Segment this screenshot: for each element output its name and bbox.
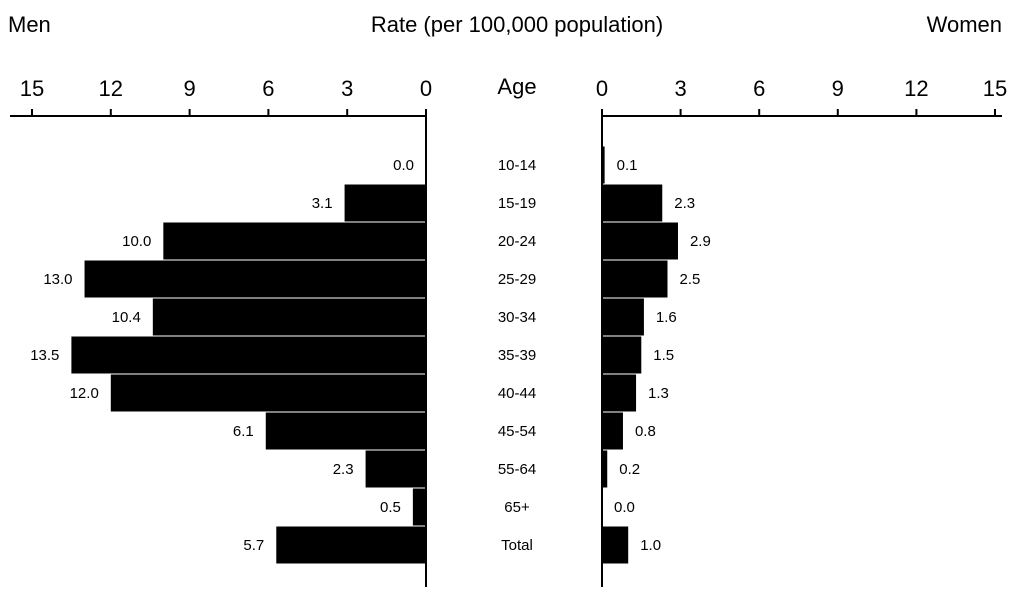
men-bar-20-24 (163, 222, 427, 260)
women-value-label-30-34: 1.6 (656, 309, 677, 326)
men-label: Men (8, 12, 51, 37)
women-tick-label-6: 6 (753, 76, 765, 101)
women-bar-25-29 (602, 260, 668, 298)
women-bar-45-54 (602, 412, 623, 450)
age-column-header: Age (497, 74, 537, 99)
women-bar-30-34 (602, 298, 644, 336)
men-bar-30-34 (152, 298, 426, 336)
age-label-15-19: 15-19 (498, 195, 536, 212)
women-tick-label-15: 15 (983, 76, 1007, 101)
women-bar-10-14 (602, 146, 605, 184)
women-value-label-10-14: 0.1 (617, 157, 638, 174)
women-value-label-65+: 0.0 (614, 499, 635, 516)
men-bar-Total (276, 526, 426, 564)
women-label: Women (926, 12, 1002, 37)
women-bar-55-64 (602, 450, 608, 488)
age-label-30-34: 30-34 (498, 309, 536, 326)
men-tick-label-9: 9 (183, 76, 195, 101)
men-value-label-55-64: 2.3 (333, 461, 354, 478)
age-label-35-39: 35-39 (498, 347, 536, 364)
women-tick-label-9: 9 (832, 76, 844, 101)
men-tick-label-3: 3 (341, 76, 353, 101)
age-label-25-29: 25-29 (498, 271, 536, 288)
men-value-label-Total: 5.7 (243, 537, 264, 554)
women-bar-35-39 (602, 336, 642, 374)
men-bar-15-19 (344, 184, 426, 222)
women-value-label-35-39: 1.5 (653, 347, 674, 364)
men-value-label-40-44: 12.0 (70, 385, 99, 402)
men-bar-35-39 (71, 336, 427, 374)
men-value-label-10-14: 0.0 (393, 157, 414, 174)
men-value-label-45-54: 6.1 (233, 423, 254, 440)
chart-title: Rate (per 100,000 population) (370, 12, 664, 37)
women-tick-label-12: 12 (904, 76, 928, 101)
men-tick-label-12: 12 (99, 76, 123, 101)
men-value-label-30-34: 10.4 (112, 309, 141, 326)
age-label-10-14: 10-14 (498, 157, 536, 174)
women-bar-Total (602, 526, 629, 564)
age-label-45-54: 45-54 (498, 423, 536, 440)
women-value-label-45-54: 0.8 (635, 423, 656, 440)
men-tick-label-15: 15 (20, 76, 44, 101)
women-value-label-40-44: 1.3 (648, 385, 669, 402)
women-value-label-20-24: 2.9 (690, 233, 711, 250)
age-label-20-24: 20-24 (498, 233, 536, 250)
men-value-label-35-39: 13.5 (30, 347, 59, 364)
women-bar-15-19 (602, 184, 663, 222)
men-tick-label-6: 6 (262, 76, 274, 101)
men-tick-label-0: 0 (420, 76, 432, 101)
men-value-label-15-19: 3.1 (312, 195, 333, 212)
men-bar-25-29 (84, 260, 427, 298)
women-value-label-25-29: 2.5 (680, 271, 701, 288)
women-value-label-55-64: 0.2 (619, 461, 640, 478)
men-value-label-20-24: 10.0 (122, 233, 151, 250)
men-bar-65+ (412, 488, 426, 526)
women-bar-40-44 (602, 374, 637, 412)
women-value-label-15-19: 2.3 (674, 195, 695, 212)
men-bar-45-54 (265, 412, 426, 450)
women-tick-label-0: 0 (596, 76, 608, 101)
men-bar-40-44 (110, 374, 427, 412)
men-value-label-25-29: 13.0 (43, 271, 72, 288)
women-tick-label-3: 3 (674, 76, 686, 101)
men-value-label-65+: 0.5 (380, 499, 401, 516)
age-label-Total: Total (501, 537, 533, 554)
women-value-label-Total: 1.0 (640, 537, 661, 554)
age-label-40-44: 40-44 (498, 385, 536, 402)
women-bar-20-24 (602, 222, 678, 260)
men-bar-55-64 (365, 450, 426, 488)
age-label-65+: 65+ (504, 499, 530, 516)
age-label-55-64: 55-64 (498, 461, 536, 478)
